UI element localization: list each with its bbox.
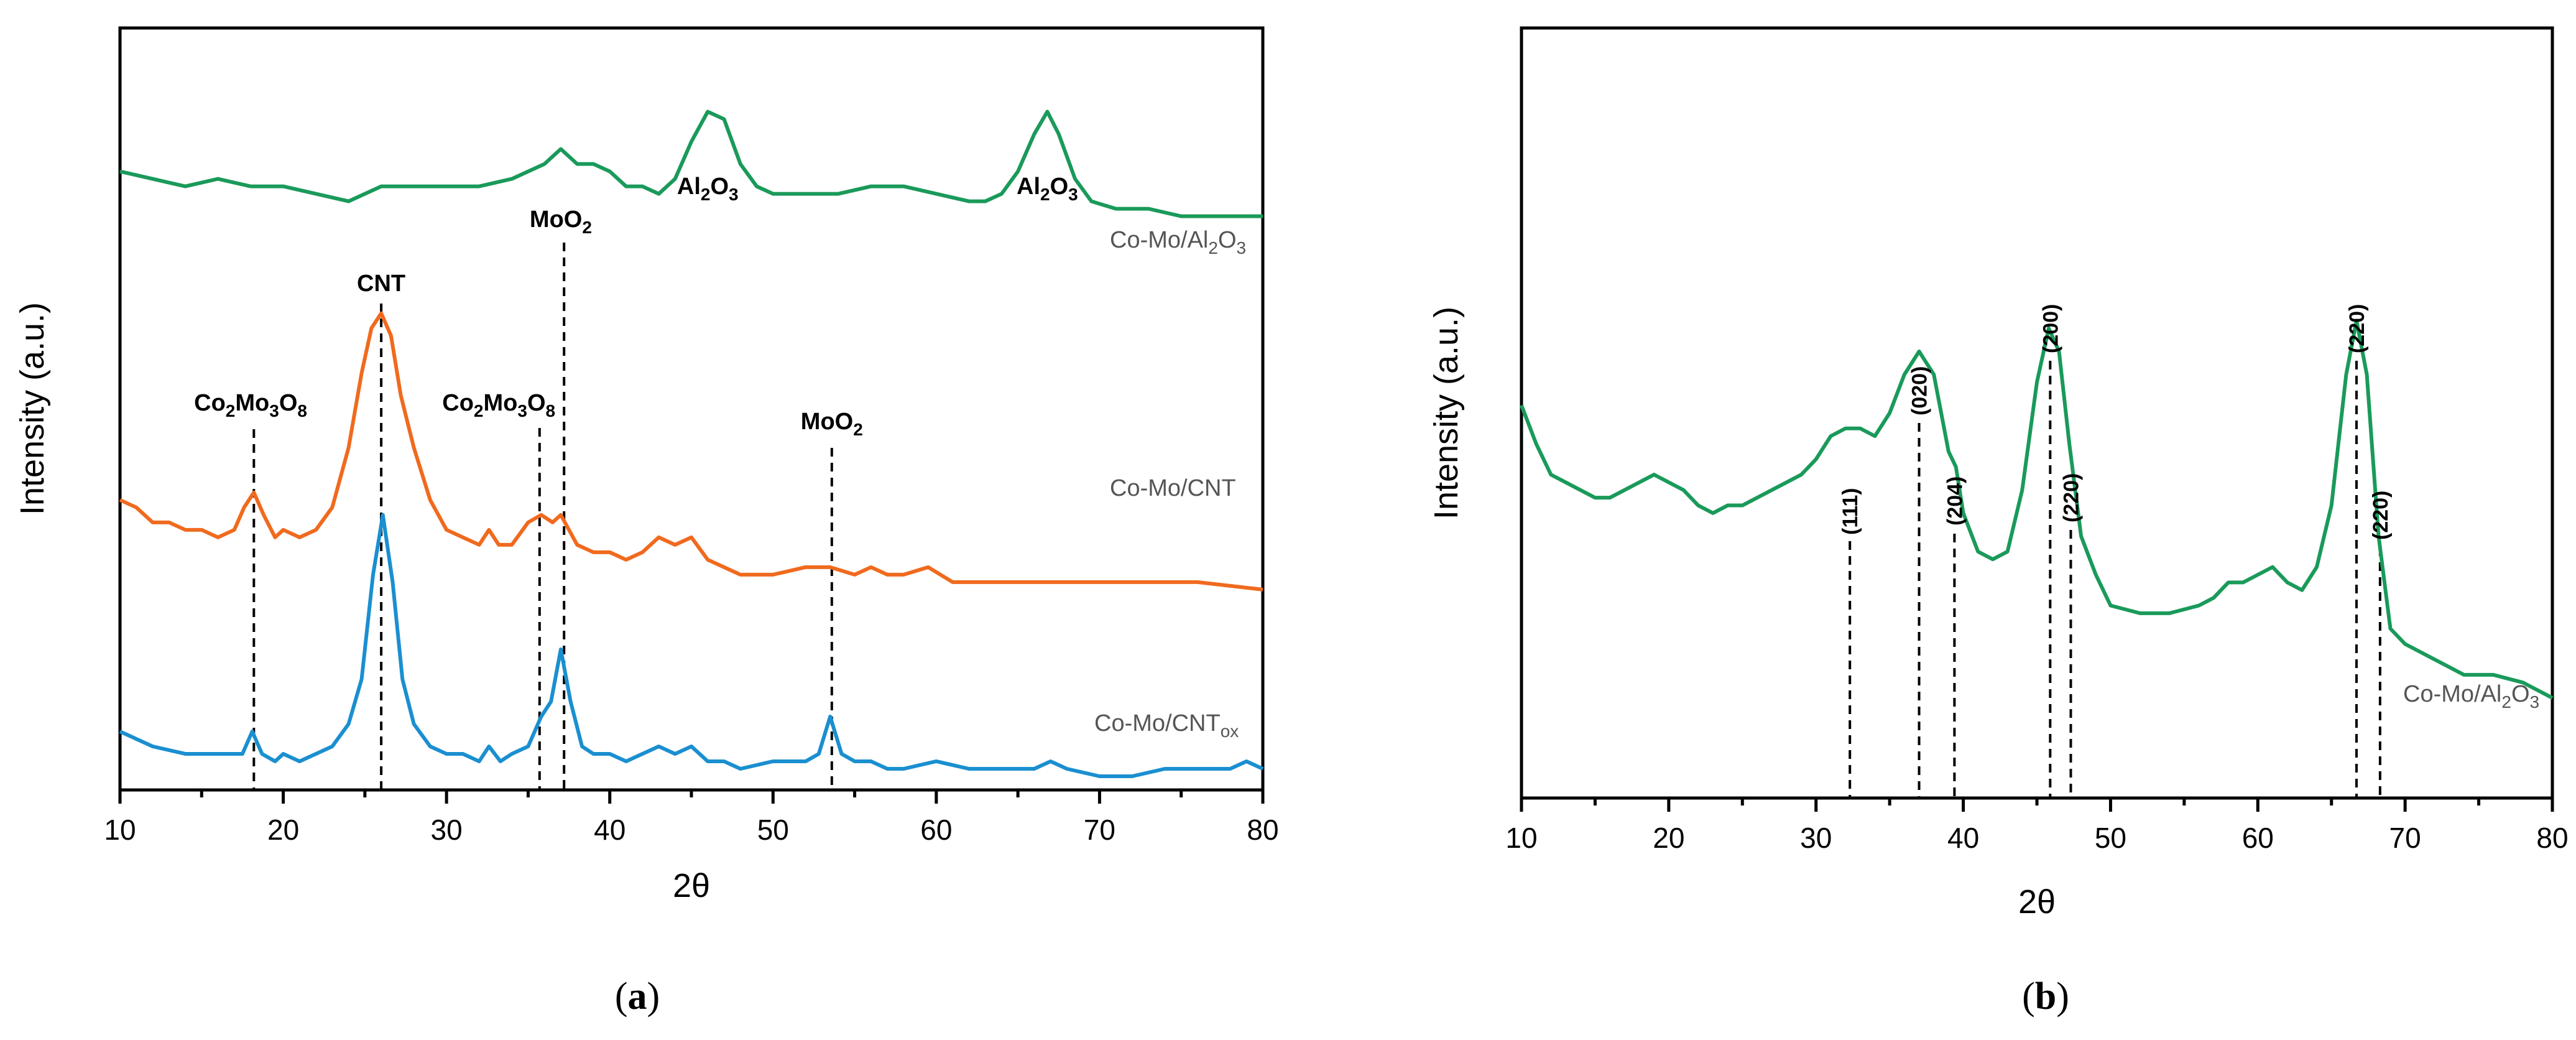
panel-a-peak-annotation: MoO2 <box>801 409 863 439</box>
panel-a-peak-annotation: Al2O3 <box>677 174 739 204</box>
label-part: 8 <box>297 401 307 420</box>
label-part: 3 <box>1237 238 1247 258</box>
panel-a-y-axis-title: Intensity (a.u.) <box>14 302 51 515</box>
panel-b-label-letter: b <box>2035 975 2056 1018</box>
panel-b-x-tick-label: 10 <box>1505 822 1537 854</box>
label-part: 2 <box>226 401 236 420</box>
label-part: Co-Mo/Al <box>2403 681 2501 707</box>
label-part: 2 <box>701 185 711 204</box>
label-part: O <box>2511 681 2530 707</box>
label-part: MoO <box>801 409 853 435</box>
label-part: O <box>710 174 729 200</box>
label-part: 2 <box>2501 692 2511 712</box>
panel-b-x-tick-label: 50 <box>2095 822 2126 854</box>
label-part: Mo <box>235 390 269 416</box>
label-part: Co-Mo/CNT <box>1110 475 1236 501</box>
label-part: O <box>1218 227 1237 253</box>
label-part: Al <box>1017 174 1040 200</box>
panel-b-x-tick-label: 70 <box>2389 822 2421 854</box>
label-part: 2 <box>1040 185 1050 204</box>
label-part: O <box>1050 174 1069 200</box>
label-part: 3 <box>729 185 739 204</box>
panel-a-x-tick-label: 80 <box>1247 814 1278 846</box>
panel-b-x-tick-label: 30 <box>1800 822 1832 854</box>
panel-a-series-label-cntox: Co-Mo/CNTox <box>1094 710 1239 741</box>
panel-b-hkl-label: (204) <box>1943 476 1967 526</box>
panel-a-x-tick-label: 20 <box>267 814 299 846</box>
panel-b-hkl-label: (111) <box>1839 488 1862 535</box>
label-part: 2 <box>1208 238 1218 258</box>
panel-b-hkl-label: (200) <box>2039 304 2062 353</box>
panel-b-x-tick-label: 60 <box>2242 822 2274 854</box>
label-part: O <box>279 390 298 416</box>
panel-a-series-0-line <box>119 109 1263 218</box>
panel-a-peak-annotation: Co2Mo3O8 <box>442 390 555 420</box>
panel-b-x-tick-label: 40 <box>1947 822 1979 854</box>
label-part: Co <box>442 390 474 416</box>
panel-a-x-tick-label: 60 <box>920 814 952 846</box>
label-part: Mo <box>483 390 517 416</box>
label-part: CNT <box>357 271 405 297</box>
label-part: Co-Mo/CNT <box>1094 710 1221 736</box>
panel-b-label: (b) <box>2022 975 2069 1018</box>
label-part: 2 <box>582 218 592 237</box>
panel-a-series-label-al2o3: Co-Mo/Al2O3 <box>1110 227 1246 258</box>
panel-b-plot-frame <box>1520 26 2554 800</box>
label-part: ox <box>1221 722 1239 741</box>
label-part: MoO <box>530 207 582 233</box>
label-part: 3 <box>269 401 279 420</box>
panel-a-peak-annotation: CNT <box>357 271 405 297</box>
label-part: 8 <box>546 401 556 420</box>
panel-a-x-tick-label: 10 <box>104 814 136 846</box>
panel-b-y-axis-title: Intensity (a.u.) <box>1428 307 1465 519</box>
panel-b-hkl-label: (220) <box>2345 304 2369 353</box>
panel-b-hkl-label: (020) <box>1908 366 1932 416</box>
panel-a-peak-annotation: MoO2 <box>530 207 592 237</box>
panel-a-peak-annotation: Co2Mo3O8 <box>194 390 307 420</box>
panel-a-series-label-cnt: Co-Mo/CNT <box>1110 475 1236 501</box>
panel-b-chart: 10 20 30 40 50 60 70 80 Co-Mo/Al2O3 (111) (020) (… <box>1428 26 2569 1018</box>
panel-a-x-tick-label: 70 <box>1084 814 1115 846</box>
label-part: 3 <box>1068 185 1078 204</box>
panel-a-series-1-line <box>119 311 1263 592</box>
label-part: Al <box>677 174 701 200</box>
panel-b-series-0-line <box>1520 318 2554 700</box>
panel-b-series-label-al2o3: Co-Mo/Al2O3 <box>2403 681 2539 712</box>
label-part: O <box>527 390 546 416</box>
panel-a-series-2-line <box>119 513 1264 778</box>
panel-b-hkl-label: (220) <box>2369 491 2393 540</box>
panel-b-x-tick-label: 20 <box>1653 822 1684 854</box>
label-part: Co-Mo/Al <box>1110 227 1208 253</box>
panel-a-label: (a) <box>615 975 660 1018</box>
panel-a-chart: 10 20 30 40 50 60 70 80 Co-Mo/Al2O3Co-Mo/CNTCo-… <box>14 26 1279 1018</box>
label-part: 2 <box>853 420 863 439</box>
label-part: Co <box>194 390 226 416</box>
panel-b-x-axis-title: 2θ <box>2018 883 2056 921</box>
panel-a-x-axis-title: 2θ <box>673 867 710 904</box>
panel-a-peak-annotation: Al2O3 <box>1017 174 1078 204</box>
panel-b-hkl-label: (220) <box>2059 473 2083 522</box>
panel-a-x-tick-label: 50 <box>757 814 789 846</box>
panel-a-x-tick-label: 30 <box>431 814 463 846</box>
panel-a-label-letter: a <box>628 975 647 1018</box>
panel-b-x-tick-label: 80 <box>2536 822 2568 854</box>
panel-a-x-tick-label: 40 <box>594 814 626 846</box>
label-part: 3 <box>517 401 527 420</box>
label-part: 2 <box>474 401 484 420</box>
label-part: 3 <box>2530 692 2540 712</box>
